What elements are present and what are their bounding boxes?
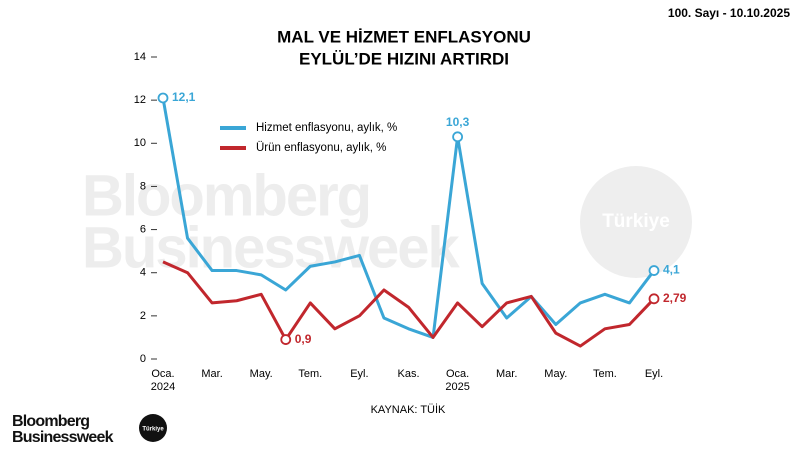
point-marker xyxy=(280,334,292,345)
watermark-badge-circle xyxy=(580,166,692,278)
issue: 100. Sayı - 10.10.2025 xyxy=(668,6,790,20)
x-tick-label: Oca. xyxy=(151,368,174,380)
watermark: Bloomberg Businessweek Türkiye xyxy=(82,163,692,280)
x-tick-label: Tem. xyxy=(593,368,617,380)
legend-label: Ürün enflasyonu, aylık, % xyxy=(256,142,386,154)
chart-title: EYLÜL’DE HIZINI ARTIRDI xyxy=(299,49,509,68)
logo: Bloomberg Businessweek Türkiye xyxy=(12,413,167,446)
value-label: 4,1 xyxy=(663,263,680,277)
x-tick-label: Oca. xyxy=(446,368,469,380)
legend-label: Hizmet enflasyonu, aylık, % xyxy=(256,122,397,134)
y-tick-label: 4 xyxy=(140,267,146,279)
value-label: 10,3 xyxy=(446,115,470,129)
y-tick-label: 10 xyxy=(134,137,146,149)
point-marker xyxy=(648,265,660,276)
x-year-label: 2025 xyxy=(445,381,469,393)
watermark-line2: Businessweek xyxy=(82,215,461,280)
chart-title: MAL VE HİZMET ENFLASYONU xyxy=(277,27,531,46)
watermark-badge: Türkiye xyxy=(602,211,670,232)
x-year-label: 2024 xyxy=(151,381,175,393)
series-line xyxy=(162,260,656,348)
y-tick-label: 8 xyxy=(140,180,146,192)
watermark-line1: Bloomberg xyxy=(82,163,370,228)
y-tick-label: 0 xyxy=(140,353,146,365)
x-tick-label: May. xyxy=(544,368,567,380)
point-marker xyxy=(157,92,169,104)
logo-badge-circle xyxy=(139,414,167,442)
source: KAYNAK: TÜİK xyxy=(371,403,446,416)
y-tick-label: 6 xyxy=(140,223,146,235)
logo-badge: Türkiye xyxy=(142,427,164,433)
value-label: 2,79 xyxy=(663,291,687,305)
logo-line2: Businessweek xyxy=(12,429,114,446)
x-tick-label: Mar. xyxy=(201,368,222,380)
x-tick-label: Tem. xyxy=(298,368,322,380)
x-tick-label: Mar. xyxy=(496,368,517,380)
series-line xyxy=(161,97,656,339)
x-tick-label: May. xyxy=(250,368,273,380)
y-tick-label: 2 xyxy=(140,310,146,322)
x-tick-label: Eyl. xyxy=(350,368,368,380)
value-label: 12,1 xyxy=(172,90,196,104)
point-marker xyxy=(452,131,464,143)
point-marker xyxy=(648,293,660,305)
y-tick-label: 14 xyxy=(134,51,146,63)
logo-line1: Bloomberg xyxy=(12,413,89,430)
y-tick-label: 12 xyxy=(134,94,146,106)
x-tick-label: Kas. xyxy=(397,368,419,380)
x-tick-label: Eyl. xyxy=(645,368,663,380)
value-label: 0,9 xyxy=(295,332,312,346)
